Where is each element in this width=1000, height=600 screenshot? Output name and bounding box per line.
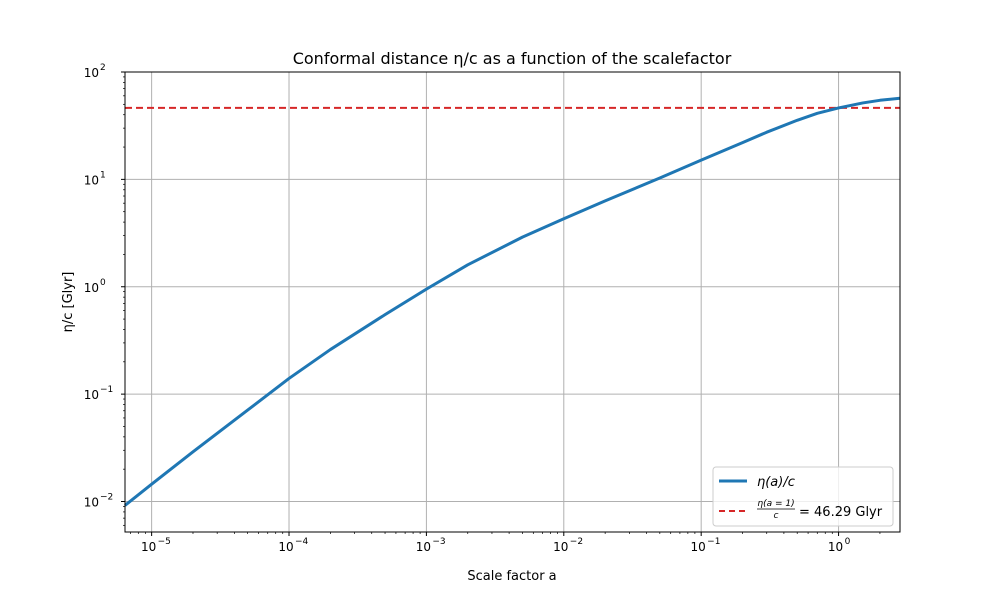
- y-tick-exponent: 2: [100, 63, 106, 73]
- x-tick-exponent: −1: [707, 537, 720, 547]
- legend-frac-denominator: c: [774, 511, 779, 521]
- x-tick-label: 10: [141, 540, 156, 554]
- x-axis-label: Scale factor a: [467, 569, 556, 584]
- y-tick-exponent: −1: [100, 385, 113, 395]
- x-tick-label: 10: [278, 540, 293, 554]
- series-eta-line: [124, 96, 901, 507]
- y-tick-label: 10: [84, 66, 99, 80]
- series-layer: [124, 96, 901, 507]
- y-tick-exponent: 1: [100, 170, 106, 180]
- x-tick-exponent: −3: [432, 537, 445, 547]
- y-tick-label: 10: [84, 388, 99, 402]
- y-tick-label: 10: [84, 173, 99, 187]
- legend-label-eta-today: = 46.29 Glyr: [799, 505, 883, 520]
- y-tick-exponent: 0: [100, 278, 106, 288]
- x-tick-exponent: 0: [845, 537, 851, 547]
- x-tick-exponent: −4: [295, 537, 309, 547]
- x-tick-label: 10: [691, 540, 706, 554]
- x-tick-exponent: −5: [158, 537, 171, 547]
- x-ticks: 10 −5 10 −4 10 −3 10 −2 10 −1 10 0: [129, 532, 881, 554]
- y-tick-label: 10: [84, 496, 99, 510]
- y-axis-label: η/c [Glyr]: [61, 272, 76, 333]
- legend-label-eta: η(a)/c: [757, 475, 795, 490]
- grid: [125, 71, 900, 532]
- legend-frac-numerator: η(a = 1): [757, 499, 794, 509]
- legend-box: [712, 466, 894, 527]
- chart-title: Conformal distance η/c as a function of …: [293, 49, 732, 68]
- x-tick-label: 10: [828, 540, 843, 554]
- axes-frame: [124, 71, 901, 533]
- legend: η(a)/c η(a = 1) c = 46.29 Glyr: [712, 466, 894, 527]
- y-tick-exponent: −2: [100, 493, 113, 503]
- x-tick-exponent: −2: [570, 537, 583, 547]
- x-tick-label: 10: [416, 540, 431, 554]
- x-tick-label: 10: [553, 540, 568, 554]
- y-tick-label: 10: [84, 281, 99, 295]
